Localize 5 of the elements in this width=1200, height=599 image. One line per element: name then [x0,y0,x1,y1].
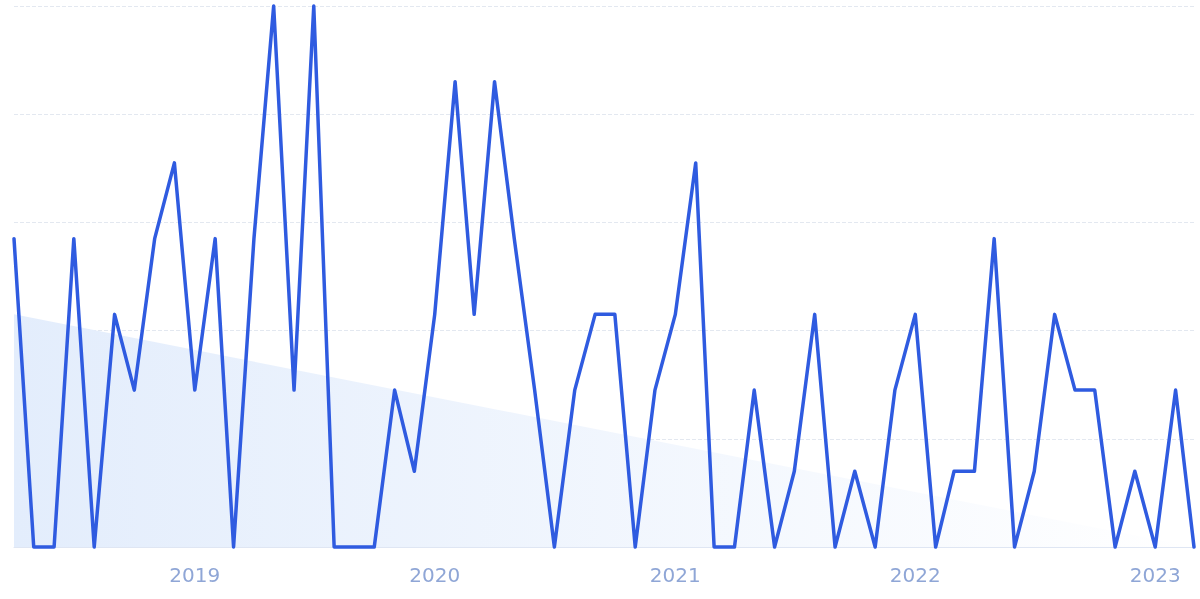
x-tick-label: 2021 [649,563,701,587]
x-tick-label: 2020 [409,563,461,587]
x-tick-label: 2023 [1129,563,1181,587]
x-tick-label: 2019 [169,563,221,587]
x-tick-label: 2022 [889,563,941,587]
